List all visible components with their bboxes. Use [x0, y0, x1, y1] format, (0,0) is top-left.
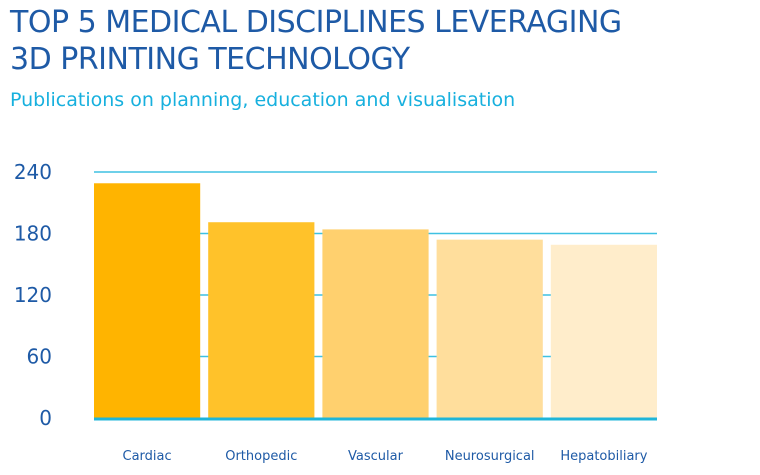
chart-title-line-2: 3D PRINTING TECHNOLOGY — [10, 42, 410, 77]
y-tick-label: 0 — [39, 406, 52, 430]
y-tick-label: 180 — [14, 222, 52, 246]
x-tick-label: Orthopedic — [225, 449, 297, 464]
bar-neurosurgical — [436, 239, 543, 418]
x-tick-label: Hepatobiliary — [560, 449, 647, 464]
y-tick-label: 240 — [14, 160, 52, 184]
bar-hepatobiliary — [550, 244, 657, 418]
y-tick-label: 60 — [27, 345, 52, 369]
bar-vascular — [322, 229, 429, 418]
bar-cardiac — [94, 183, 201, 418]
chart-title: TOP 5 MEDICAL DISCIPLINES LEVERAGING 3D … — [10, 4, 622, 78]
x-tick-label: Vascular — [348, 449, 404, 464]
x-tick-label: Cardiac — [123, 449, 172, 464]
x-tick-label: Neurosurgical — [445, 449, 535, 464]
chart-subtitle: Publications on planning, education and … — [10, 89, 516, 111]
chart-title-line-1: TOP 5 MEDICAL DISCIPLINES LEVERAGING — [10, 5, 622, 40]
y-tick-label: 120 — [14, 283, 52, 307]
bar-orthopedic — [208, 222, 315, 418]
